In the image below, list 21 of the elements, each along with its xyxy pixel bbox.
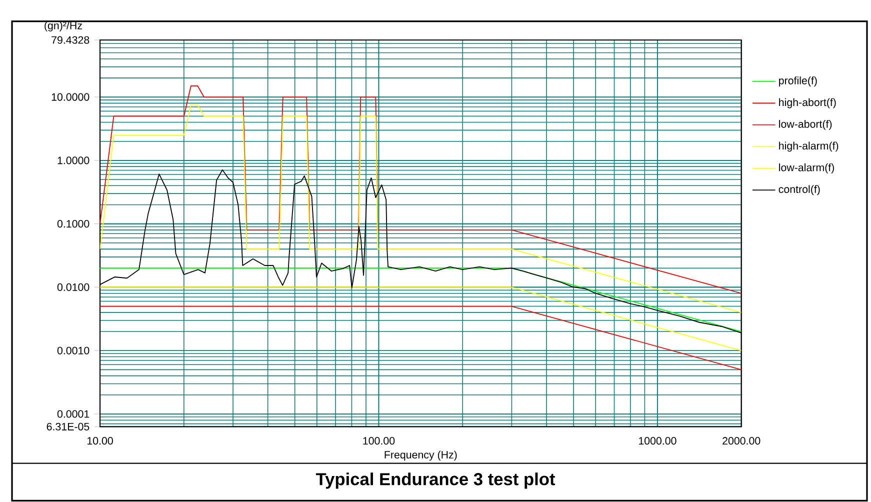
legend-label: high-abort(f) bbox=[779, 98, 836, 108]
y-tick-label: 0.0100 bbox=[57, 283, 90, 291]
y-tick-label: 10.0000 bbox=[52, 93, 90, 101]
legend-label: low-alarm(f) bbox=[779, 163, 834, 174]
y-tick-label: 0.0001 bbox=[57, 410, 90, 418]
y-tick-label: 0.1000 bbox=[57, 220, 90, 228]
y-axis-title: (gn)²/Hz bbox=[44, 21, 82, 32]
legend-label: profile(f) bbox=[779, 76, 817, 86]
x-tick-label: 2000.00 bbox=[722, 437, 760, 445]
x-tick-label: 1000.00 bbox=[638, 437, 676, 445]
x-axis-title: Frequency (Hz) bbox=[384, 450, 457, 461]
y-tick-label: 0.0010 bbox=[57, 346, 90, 354]
y-tick-label: 6.31E-05 bbox=[46, 422, 90, 430]
x-tick-label: 10.00 bbox=[87, 437, 113, 445]
x-tick-label: 100.00 bbox=[363, 437, 395, 445]
y-tick-label: 79.4328 bbox=[52, 36, 90, 44]
text: Typical Endurance 3 test plot bbox=[316, 472, 556, 489]
legend-label: control(f) bbox=[778, 185, 820, 196]
y-tick-label: 1.0000 bbox=[58, 156, 90, 164]
legend-label: low-abort(f) bbox=[779, 120, 832, 130]
legend-label: high-alarm(f) bbox=[779, 142, 838, 152]
